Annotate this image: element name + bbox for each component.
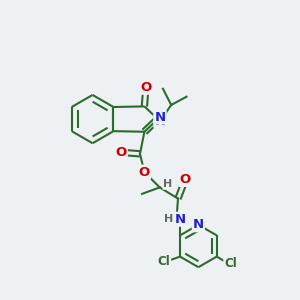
Text: Cl: Cl — [224, 257, 237, 270]
Text: O: O — [180, 173, 191, 186]
Text: N: N — [154, 110, 166, 124]
Text: O: O — [116, 146, 127, 159]
Text: O: O — [140, 81, 152, 94]
Text: N: N — [175, 213, 186, 226]
Text: H: H — [163, 179, 172, 189]
Text: N: N — [154, 115, 166, 128]
Text: Cl: Cl — [158, 255, 170, 268]
Text: O: O — [139, 166, 150, 178]
Text: N: N — [193, 218, 204, 231]
Text: H: H — [164, 214, 173, 224]
